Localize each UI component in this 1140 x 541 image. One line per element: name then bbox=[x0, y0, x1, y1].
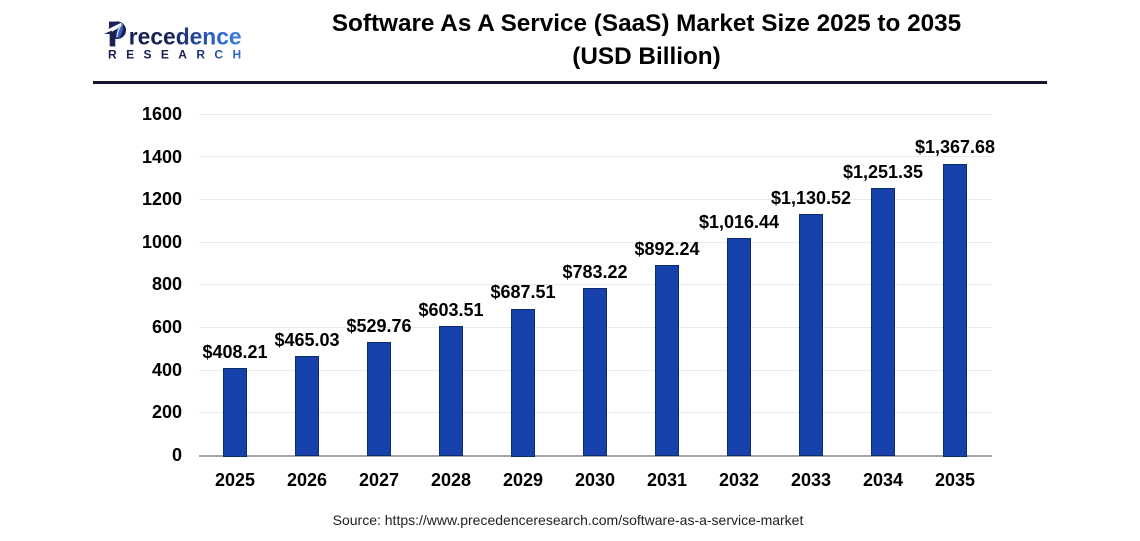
svg-text:recedence: recedence bbox=[129, 24, 242, 50]
svg-text:RESEARCH: RESEARCH bbox=[108, 48, 251, 62]
